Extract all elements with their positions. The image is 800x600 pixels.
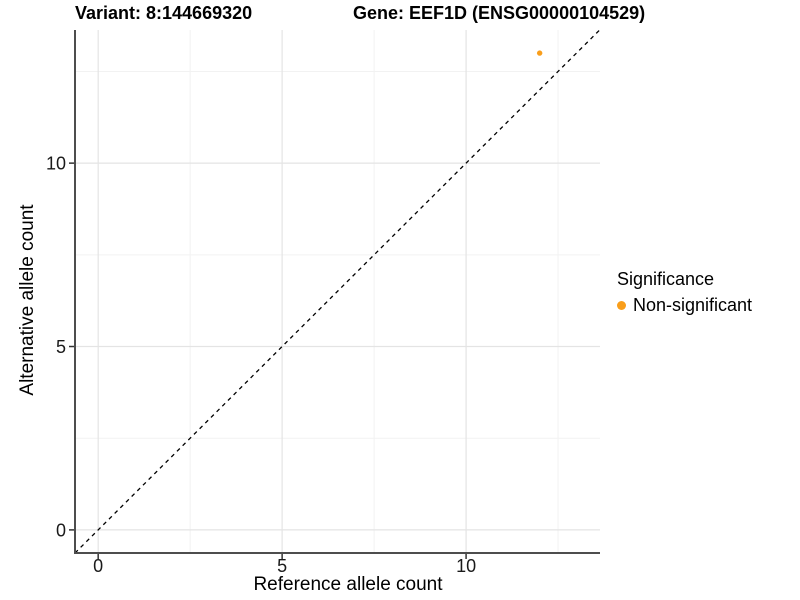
legend-items: Non-significant (617, 295, 752, 316)
legend-title: Significance (617, 269, 715, 289)
y-tick-label: 5 (56, 337, 66, 357)
x-axis-title: Reference allele count (253, 574, 443, 595)
identity-dashed-line (74, 29, 601, 554)
x-tick-label: 5 (277, 556, 287, 576)
plot-title-variant: Variant: 8:144669320 (75, 3, 253, 23)
y-tick-label: 10 (46, 154, 66, 174)
plot-title-gene: Gene: EEF1D (ENSG00000104529) (353, 3, 646, 23)
legend-marker-circle-icon (617, 301, 626, 310)
legend-item-label: Non-significant (633, 295, 753, 315)
x-tick-label: 0 (93, 556, 103, 576)
legend: Significance Non-significant (617, 269, 752, 316)
y-tick-label: 0 (56, 520, 66, 540)
legend-item: Non-significant (617, 295, 752, 316)
data-point (536, 50, 543, 56)
x-tick-label: 10 (456, 556, 476, 576)
y-axis-title: Alternative allele count (17, 204, 38, 396)
